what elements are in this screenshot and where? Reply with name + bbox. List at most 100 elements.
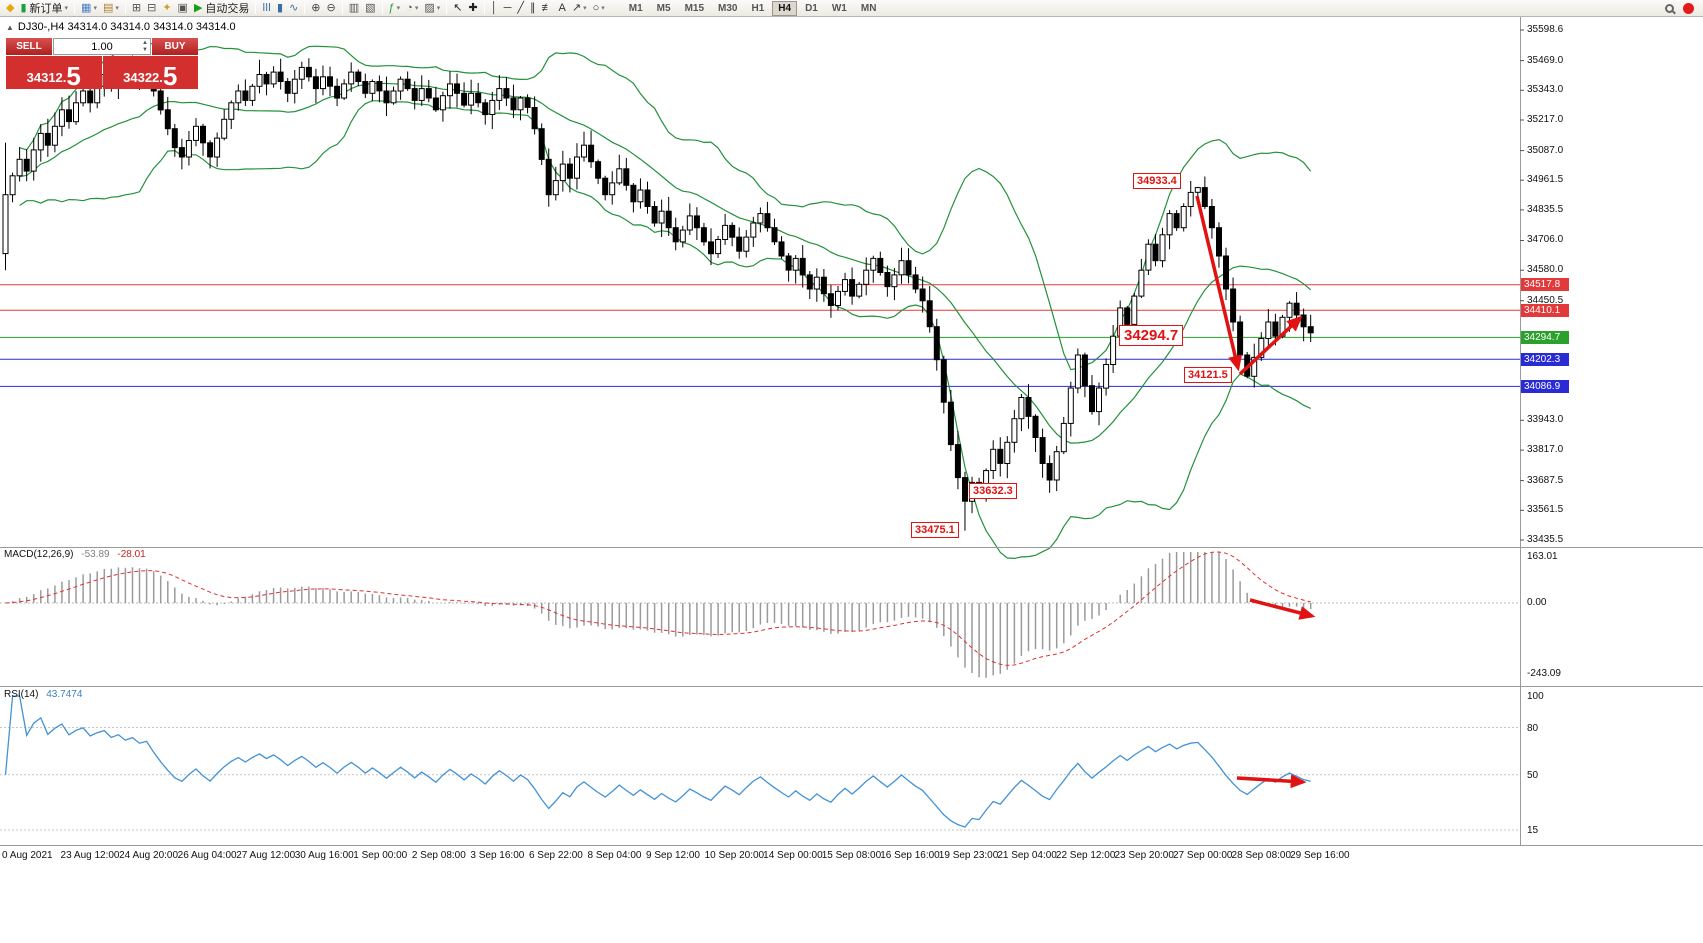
price-callout-34121.5[interactable]: 34121.5 — [1184, 367, 1232, 383]
price-tag-34410.1[interactable]: 34410.1 — [1521, 303, 1569, 317]
price-tag-34517.8[interactable]: 34517.8 — [1521, 278, 1569, 292]
bars-chart-button[interactable]: ǀǀǀ — [260, 1, 273, 16]
price-callout-34933.4[interactable]: 34933.4 — [1133, 173, 1181, 189]
shapes-tool-button[interactable]: ○ ▾ — [591, 1, 607, 16]
data-window-button[interactable]: ⊟ — [145, 1, 158, 16]
trendline-tool-button-icon: ╱ — [517, 1, 524, 14]
chevron-down-icon: ▾ — [115, 5, 119, 12]
collapse-panel-icon[interactable]: ▲ — [6, 22, 14, 32]
timeframe-m30[interactable]: M30 — [718, 2, 738, 14]
vertical-line-tool-button[interactable]: │ — [489, 1, 500, 16]
price-tag-34086.9[interactable]: 34086.9 — [1521, 379, 1569, 393]
notification-badge[interactable] — [1683, 2, 1694, 14]
cursor-tool-button[interactable]: ↖ — [451, 1, 464, 16]
trendline-tool-button[interactable]: ╱ — [515, 1, 526, 16]
candles-chart-button[interactable]: ▮ — [275, 1, 285, 16]
sell-button[interactable]: SELL — [6, 38, 52, 55]
profiles-button[interactable]: ▤ ▾ — [101, 1, 121, 16]
navigator-button[interactable]: ✦ — [160, 1, 173, 16]
horizontal-line-tool-button[interactable]: ─ — [502, 1, 514, 16]
new-chart-button-icon: ▦ — [81, 1, 92, 14]
price-axis-tick: 35217.0 — [1527, 113, 1564, 125]
time-axis-label: 27 Aug 12:00 — [236, 850, 296, 861]
timeframe-group: M1 M5 M15 M30 H1 H4 D1 W1 MN — [622, 0, 884, 16]
macd-scale-zero: 0.00 — [1527, 597, 1547, 608]
timeframe-w1[interactable]: W1 — [831, 2, 847, 14]
bars-chart-button-icon: ǀǀǀ — [262, 1, 271, 14]
timeframe-m5[interactable]: M5 — [656, 2, 671, 14]
terminal-button[interactable]: ▣ — [176, 1, 190, 16]
new-chart-button[interactable]: ▦ ▾ — [79, 1, 99, 16]
rsi-value: 43.7474 — [46, 689, 83, 700]
trend-arrows[interactable] — [1195, 195, 1316, 789]
price-callout-33632.3[interactable]: 33632.3 — [969, 483, 1017, 499]
arrows-tool-button[interactable]: ↗ ▾ — [570, 1, 589, 16]
bb-middle — [19, 82, 1312, 444]
rsi-panel — [0, 695, 1520, 831]
chevron-down-icon: ▾ — [414, 5, 419, 12]
chevron-down-icon: ▾ — [93, 5, 97, 12]
horizontal-level-lines[interactable] — [0, 284, 1520, 387]
zoom-out-button[interactable]: ⊖ — [325, 1, 338, 16]
timeframe-mn[interactable]: MN — [860, 2, 877, 14]
price-axis-tick: 35469.0 — [1527, 54, 1564, 66]
sell-price-tile[interactable]: 34312. 5 — [6, 56, 102, 89]
volume-value: 1.00 — [91, 40, 113, 53]
time-axis-label: 30 Aug 16:00 — [294, 850, 354, 861]
market-watch-button[interactable]: ⊞ — [130, 1, 143, 16]
fibonacci-tool-button[interactable]: ≢ — [540, 1, 555, 16]
autotrade-button[interactable]: ▶ 自动交易 — [192, 1, 251, 16]
search-icon[interactable] — [1665, 3, 1674, 13]
cascade-windows-button-icon: ▧ — [365, 1, 376, 14]
volume-input[interactable]: 1.00 ▲ ▼ — [53, 38, 151, 55]
time-axis-label: 24 Aug 20:00 — [119, 850, 179, 861]
indicators-button-icon: ƒ — [388, 1, 395, 14]
spinner-down-icon[interactable]: ▼ — [142, 47, 148, 53]
crosshair-tool-button-icon: ✚ — [468, 1, 478, 14]
fibonacci-tool-button-icon: ≢ — [541, 1, 553, 14]
connection-icon: ◆ — [4, 1, 16, 16]
price-tag-34202.3[interactable]: 34202.3 — [1521, 352, 1569, 366]
navigator-button-icon: ✦ — [162, 1, 172, 14]
volume-spinner[interactable]: ▲ ▼ — [142, 40, 148, 54]
channel-tool-button[interactable]: ∥ — [528, 1, 538, 16]
spinner-up-icon[interactable]: ▲ — [142, 40, 148, 46]
price-axis-tick: 33435.5 — [1527, 533, 1564, 545]
zoom-in-button[interactable]: ⊕ — [309, 1, 322, 16]
symbol-ohlc-text: DJ30-,H4 34314.0 34314.0 34314.0 34314.0 — [17, 21, 236, 33]
indicators-button[interactable]: ƒ ▾ — [387, 1, 403, 16]
line-chart-button[interactable]: ∿ — [287, 1, 300, 16]
chevron-down-icon: ▾ — [64, 5, 69, 12]
time-axis-label: 28 Sep 08:00 — [1231, 850, 1292, 861]
connection-icon-icon: ◆ — [6, 1, 15, 14]
timeframe-h4[interactable]: H4 — [772, 0, 798, 16]
order-row: SELL 1.00 ▲ ▼ BUY — [6, 38, 198, 55]
time-axis-label: 0 Aug 2021 — [2, 850, 53, 861]
tile-windows-button[interactable]: ▥ — [347, 1, 361, 16]
buy-button[interactable]: BUY — [152, 38, 198, 55]
crosshair-tool-button[interactable]: ✚ — [466, 1, 479, 16]
periods-button[interactable]: ◔ ▾ — [404, 1, 420, 16]
templates-button[interactable]: ▨ ▾ — [422, 1, 442, 16]
chevron-down-icon: ▾ — [583, 5, 587, 12]
text-tool-button[interactable]: A — [557, 1, 568, 16]
shapes-tool-button-icon: ○ — [592, 1, 600, 14]
panel-separators[interactable] — [0, 17, 1703, 846]
timeframe-d1[interactable]: D1 — [805, 2, 818, 14]
timeframe-m1[interactable]: M1 — [628, 2, 643, 14]
timeframe-h1[interactable]: H1 — [751, 2, 765, 14]
rsi-scale-15: 15 — [1527, 824, 1539, 836]
toolbar-separator — [381, 2, 383, 14]
new-order-button[interactable]: ▮ 新订单 ▾ — [18, 1, 70, 16]
timeframe-m15[interactable]: M15 — [684, 2, 705, 14]
trend-arrow — [1236, 774, 1307, 789]
toolbar-separator — [74, 2, 76, 14]
price-tag-34294.7[interactable]: 34294.7 — [1521, 330, 1569, 344]
buy-price-tile[interactable]: 34322. 5 — [102, 56, 198, 89]
price-callout-33475.1[interactable]: 33475.1 — [911, 522, 959, 538]
macd-signal-line — [5, 551, 1311, 666]
price-callout-34294.7[interactable]: 34294.7 — [1119, 325, 1184, 346]
cascade-windows-button[interactable]: ▧ — [363, 1, 377, 16]
trend-arrow — [1195, 195, 1242, 372]
